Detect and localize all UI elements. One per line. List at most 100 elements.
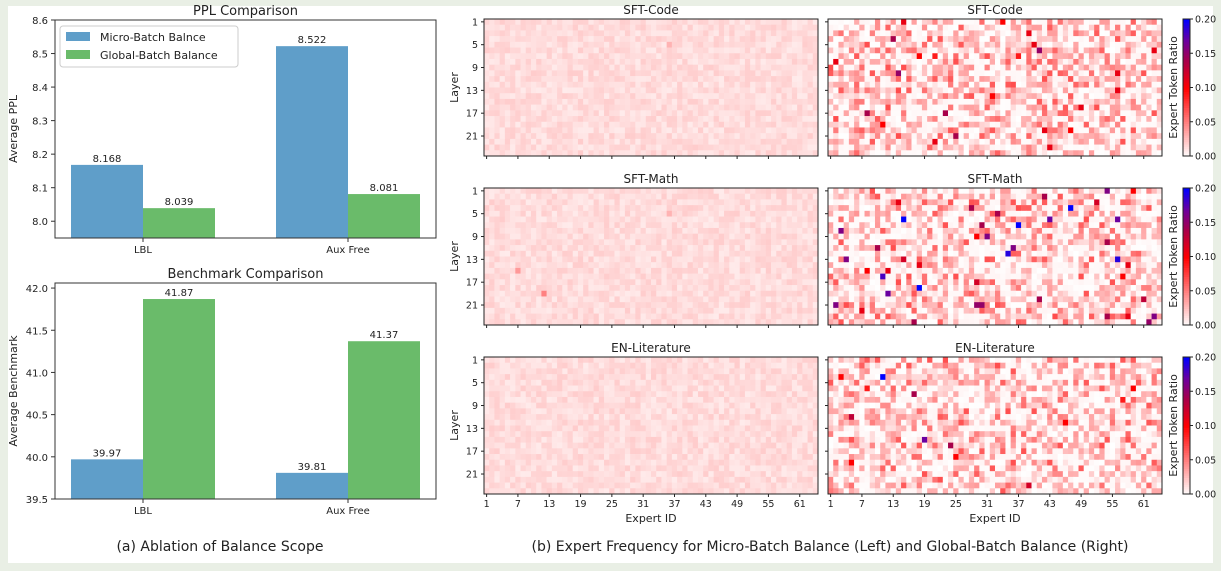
- heatmap-cell: [541, 273, 547, 280]
- heatmap-cell: [530, 227, 537, 234]
- heatmap-cell: [541, 36, 547, 43]
- heatmap-cell: [911, 150, 918, 157]
- heatmap-cell: [572, 36, 579, 43]
- heatmap-cell: [927, 76, 933, 83]
- heatmap-cell: [557, 138, 563, 145]
- heatmap-cell: [692, 121, 699, 128]
- heatmap-cell: [1057, 93, 1064, 100]
- heatmap-cell: [504, 245, 511, 252]
- heatmap-cell: [958, 76, 964, 83]
- heatmap-cell: [645, 127, 652, 134]
- heatmap-cell: [1125, 121, 1131, 128]
- heatmap-cell: [604, 290, 610, 297]
- heatmap-cell: [781, 47, 787, 54]
- heatmap-cell: [1026, 193, 1032, 200]
- heatmap-cell: [812, 193, 819, 200]
- heatmap-cell: [630, 319, 636, 326]
- heatmap-cell: [567, 290, 574, 297]
- heatmap-cell: [948, 76, 954, 83]
- heatmap-cell: [802, 81, 808, 88]
- heatmap-cell: [979, 58, 985, 65]
- heatmap-cell: [744, 144, 751, 151]
- heatmap-cell: [598, 233, 605, 240]
- heatmap-cell: [593, 76, 600, 83]
- heatmap-cell: [854, 150, 860, 157]
- heatmap-cell: [755, 188, 761, 195]
- heatmap-cell: [864, 188, 871, 195]
- heatmap-cell: [562, 144, 568, 151]
- heatmap-cell: [651, 121, 657, 128]
- heatmap-cell: [1120, 81, 1126, 88]
- heatmap-cell: [661, 233, 667, 240]
- heatmap-cell: [838, 24, 844, 31]
- heatmap-cell: [1130, 81, 1137, 88]
- heatmap-cell: [828, 193, 834, 200]
- heatmap-cell: [1156, 133, 1163, 140]
- heatmap-cell: [1115, 133, 1121, 140]
- y-tick-label: 9: [472, 63, 478, 74]
- heatmap-cell: [1047, 58, 1053, 65]
- heatmap-cell: [724, 193, 730, 200]
- heatmap-cell: [812, 41, 819, 48]
- heatmap-cell: [744, 116, 751, 123]
- heatmap-cell: [661, 279, 667, 286]
- heatmap-cell: [739, 110, 746, 117]
- heatmap-cell: [937, 193, 944, 200]
- heatmap-cell: [1047, 24, 1053, 31]
- heatmap-cell: [895, 81, 902, 88]
- heatmap-cell: [921, 24, 928, 31]
- heatmap-cell: [593, 64, 600, 71]
- heatmap-cell: [656, 302, 662, 309]
- bar-value-label: 39.81: [298, 462, 327, 473]
- heatmap-cell: [713, 36, 720, 43]
- heatmap-cell: [520, 70, 527, 77]
- heatmap-cell: [697, 64, 704, 71]
- heatmap-cell: [781, 138, 787, 145]
- heatmap-cell: [577, 53, 584, 60]
- heatmap-cell: [724, 239, 730, 246]
- heatmap-cell: [583, 302, 589, 309]
- heatmap-cell: [786, 279, 793, 286]
- heatmap-cell: [979, 133, 985, 140]
- heatmap-cell: [729, 245, 735, 252]
- heatmap-cell: [859, 24, 865, 31]
- heatmap-cell: [1099, 87, 1105, 94]
- heatmap-cell: [666, 205, 673, 212]
- heatmap-cell: [484, 24, 490, 31]
- heatmap-cell: [703, 19, 709, 26]
- heatmap-cell: [807, 290, 814, 297]
- heatmap-cell: [1021, 76, 1027, 83]
- heatmap-cell: [692, 319, 699, 326]
- heatmap-cell: [812, 222, 819, 229]
- heatmap-cell: [588, 262, 594, 269]
- heatmap-cell: [937, 58, 944, 65]
- heatmap-cell: [937, 110, 944, 117]
- heatmap-cell: [1135, 138, 1142, 145]
- heatmap-cell: [932, 199, 938, 206]
- heatmap-cell: [692, 216, 699, 223]
- heatmap-cell: [802, 36, 808, 43]
- heatmap-cell: [562, 138, 568, 145]
- heatmap-cell: [520, 144, 527, 151]
- heatmap-cell: [848, 144, 855, 151]
- heatmap-cell: [609, 222, 615, 229]
- heatmap-cell: [619, 285, 626, 292]
- colorbar-segment: [1183, 57, 1190, 61]
- heatmap-cell: [661, 98, 667, 105]
- heatmap-cell: [515, 121, 521, 128]
- heatmap-cell: [786, 30, 793, 37]
- heatmap-cell: [786, 121, 793, 128]
- heatmap-cell: [843, 127, 850, 134]
- heatmap-cell: [682, 319, 688, 326]
- heatmap-cell: [797, 210, 803, 217]
- heatmap-cell: [734, 127, 741, 134]
- heatmap-cell: [567, 245, 574, 252]
- heatmap-cell: [744, 110, 751, 117]
- heatmap-cell: [682, 116, 688, 123]
- heatmap-cell: [1068, 193, 1074, 200]
- heatmap-cell: [677, 262, 683, 269]
- heatmap-cell: [651, 58, 657, 65]
- heatmap-cell: [614, 210, 620, 217]
- heatmap-cell: [885, 150, 891, 157]
- heatmap-cell: [651, 273, 657, 280]
